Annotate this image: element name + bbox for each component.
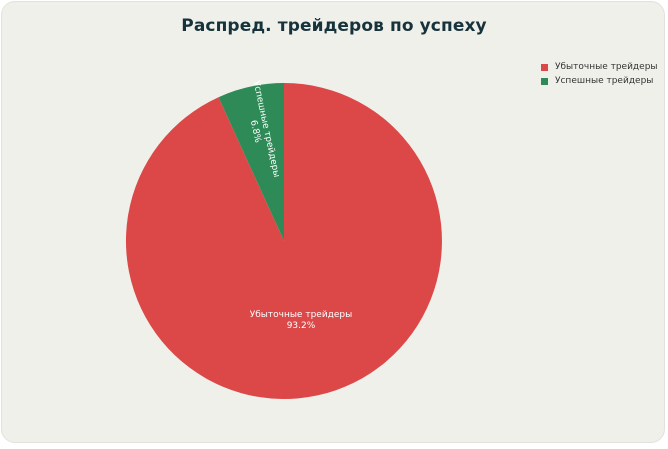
slice-label-losing: Убыточные трейдеры xyxy=(250,310,353,320)
slice-pct-losing: 93.2% xyxy=(287,321,316,331)
legend: Убыточные трейдеры Успешные трейдеры xyxy=(541,60,658,88)
legend-label: Убыточные трейдеры xyxy=(555,62,658,72)
legend-item-losing[interactable]: Убыточные трейдеры xyxy=(541,60,658,74)
slice-successful-traders[interactable] xyxy=(218,82,285,241)
legend-swatch-green xyxy=(541,77,548,85)
legend-label: Успешные трейдеры xyxy=(555,76,654,86)
legend-item-successful[interactable]: Успешные трейдеры xyxy=(541,74,658,88)
chart-title: Распред. трейдеров по успеху xyxy=(181,16,487,36)
slice-losing-traders[interactable] xyxy=(125,83,442,400)
slice-pct-successful: 6.8% xyxy=(248,119,263,144)
legend-swatch-red xyxy=(541,63,548,71)
